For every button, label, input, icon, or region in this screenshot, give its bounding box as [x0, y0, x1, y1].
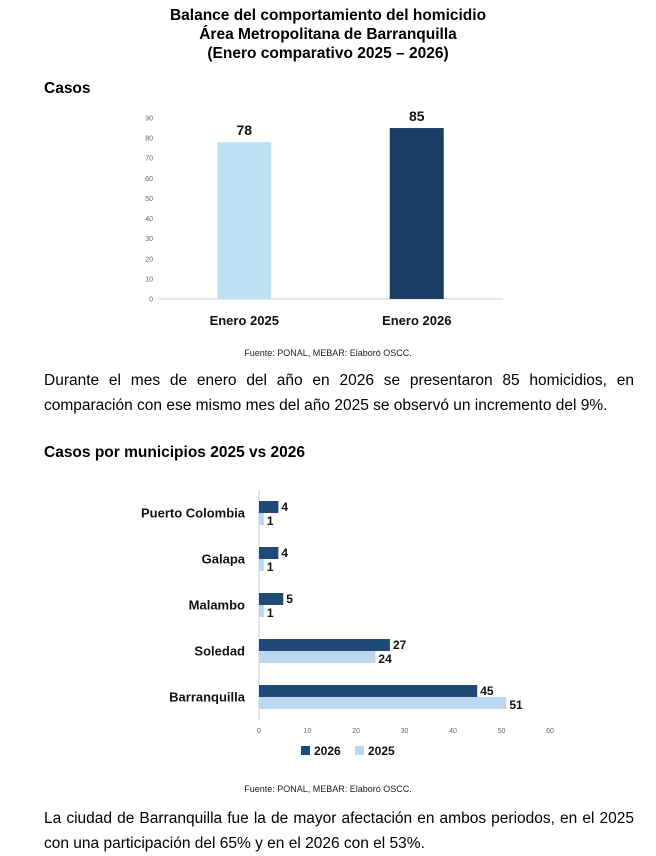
- chart2-source: Fuente: PONAL, MEBAR: Elaboró OSCC.: [244, 784, 412, 794]
- bar: [217, 142, 272, 299]
- bar-value-label: 1: [267, 560, 274, 574]
- x-tick-label: 50: [498, 728, 506, 735]
- bar-value-label: 27: [393, 638, 407, 652]
- cases-bar-chart: 0 10 20 30 40 50 60 70 80 90 78 Enero 2025 85 Enero 2…: [145, 108, 503, 328]
- y-category-label: Soledad: [194, 644, 245, 659]
- legend-label: 2025: [368, 744, 395, 758]
- x-tick-label: 10: [304, 728, 312, 735]
- y-category-label: Barranquilla: [169, 690, 246, 705]
- x-category-label: Enero 2025: [210, 313, 279, 328]
- chart1-source: Fuente: PONAL, MEBAR: Elaboró OSCC.: [244, 348, 412, 358]
- bar: [259, 501, 279, 513]
- title-line-2: Área Metropolitana de Barranquilla: [199, 26, 457, 43]
- legend-swatch: [301, 746, 310, 755]
- x-tick-label: 40: [449, 728, 457, 735]
- bar: [259, 651, 376, 663]
- bar-value-label: 1: [267, 514, 274, 528]
- y-tick-label: 20: [145, 256, 153, 263]
- paragraph-summary-cases: Durante el mes de enero del año en 2026 …: [44, 372, 634, 414]
- bar: [259, 513, 264, 525]
- y-tick-label: 40: [145, 216, 153, 223]
- y-tick-label: 0: [149, 297, 153, 304]
- y-tick-label: 60: [145, 176, 153, 183]
- bar-value-label: 5: [286, 592, 293, 606]
- bar-value-label: 24: [378, 652, 392, 666]
- section-heading-municipios: Casos por municipios 2025 vs 2026: [44, 444, 306, 461]
- legend-label: 2026: [314, 744, 341, 758]
- bar-value-label: 51: [509, 698, 523, 712]
- x-tick-label: 30: [401, 728, 409, 735]
- bar-value-label: 1: [267, 606, 274, 620]
- y-category-label: Malambo: [189, 598, 245, 613]
- title-line-3: (Enero comparativo 2025 – 2026): [207, 45, 449, 62]
- bar: [259, 639, 390, 651]
- bar: [259, 559, 264, 571]
- bar: [389, 128, 444, 299]
- y-tick-label: 80: [145, 136, 153, 143]
- x-tick-label: 0: [257, 728, 261, 735]
- section-heading-casos: Casos: [44, 80, 91, 97]
- bar: [259, 697, 507, 709]
- bar-value-label: 45: [480, 684, 494, 698]
- y-tick-label: 90: [145, 116, 153, 123]
- x-tick-label: 20: [352, 728, 360, 735]
- legend-swatch: [355, 746, 364, 755]
- title-line-1: Balance del comportamiento del homicidio: [169, 7, 487, 24]
- y-category-label: Galapa: [202, 552, 246, 567]
- bar: [259, 685, 478, 697]
- bar: [259, 547, 279, 559]
- y-tick-label: 70: [145, 156, 153, 163]
- bar-value-label: 85: [409, 108, 425, 124]
- bar-value-label: 4: [281, 546, 288, 560]
- paragraph-summary-municipios: La ciudad de Barranquilla fue la de mayo…: [44, 810, 634, 852]
- bar-value-label: 4: [281, 500, 288, 514]
- y-tick-label: 50: [145, 196, 153, 203]
- y-category-label: Puerto Colombia: [141, 506, 246, 521]
- report-title: Balance del comportamiento del homicidio…: [0, 6, 656, 63]
- y-tick-label: 10: [145, 276, 153, 283]
- bar: [259, 605, 264, 617]
- y-tick-label: 30: [145, 236, 153, 243]
- x-category-label: Enero 2026: [382, 313, 451, 328]
- bar: [259, 593, 284, 605]
- bar-value-label: 78: [236, 122, 252, 138]
- x-tick-label: 60: [546, 728, 554, 735]
